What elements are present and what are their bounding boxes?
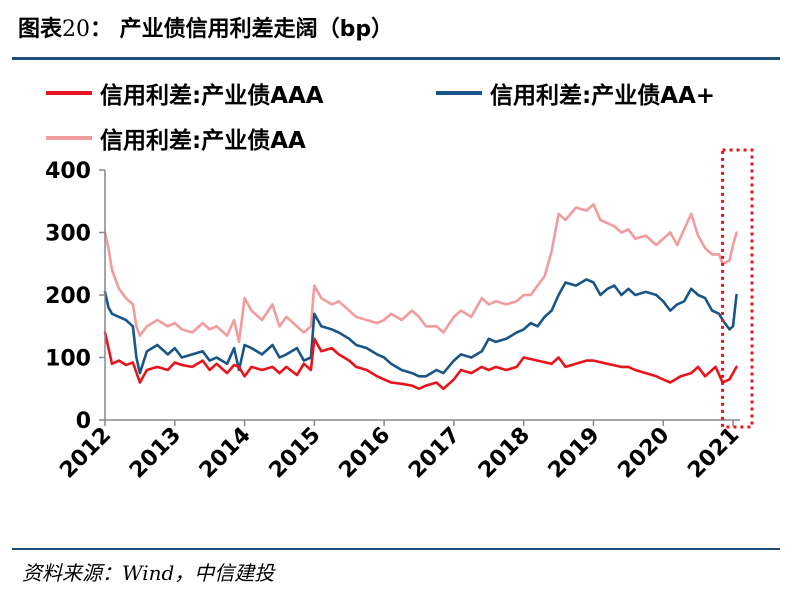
series-line-aa <box>103 203 738 344</box>
legend-label-aaa: 信用利差:产业债AAA <box>100 83 324 109</box>
highlight-box <box>721 148 754 429</box>
x-tick-label: 2017 <box>404 423 465 484</box>
legend-item-aa: 信用利差:产业债AA <box>46 121 306 155</box>
bottom-rule <box>12 548 780 550</box>
source-note: 资料来源：Wind，中信建投 <box>22 561 275 585</box>
figure-title: 图表20： 产业债信用利差走阔（bp） <box>18 10 393 50</box>
x-tick-label: 2021 <box>683 423 744 484</box>
y-tick-label: 200 <box>45 284 91 309</box>
x-tick-label: 2020 <box>614 423 675 484</box>
legend-swatch-aa-plus <box>436 91 482 95</box>
title-rule <box>12 57 780 60</box>
y-tick-label: 300 <box>45 222 91 247</box>
legend-item-aa-plus: 信用利差:产业债AA+ <box>436 76 715 110</box>
x-tick-label: 2014 <box>195 423 256 484</box>
figure-number: 20 <box>62 17 91 42</box>
series-line-aaa <box>103 331 738 391</box>
x-tick-label: 2016 <box>334 423 395 484</box>
legend-label-aa: 信用利差:产业债AA <box>100 128 306 154</box>
legend-swatch-aa <box>46 136 92 140</box>
x-tick-label: 2013 <box>125 423 186 484</box>
x-tick-label: 2019 <box>544 423 605 484</box>
figure-title-text: ： 产业债信用利差走阔（bp） <box>90 17 394 42</box>
legend-item-aaa: 信用利差:产业债AAA <box>46 76 324 110</box>
x-tick-label: 2018 <box>474 423 535 484</box>
series-line-aa-plus <box>103 278 738 378</box>
y-tick-label: 400 <box>45 159 91 184</box>
legend-swatch-aaa <box>46 91 92 95</box>
y-tick-label: 0 <box>76 409 91 434</box>
legend-label-aa-plus: 信用利差:产业债AA+ <box>490 83 716 109</box>
x-tick-label: 2015 <box>265 423 326 484</box>
y-tick-label: 100 <box>45 347 91 372</box>
figure-title-prefix: 图表 <box>18 17 63 42</box>
